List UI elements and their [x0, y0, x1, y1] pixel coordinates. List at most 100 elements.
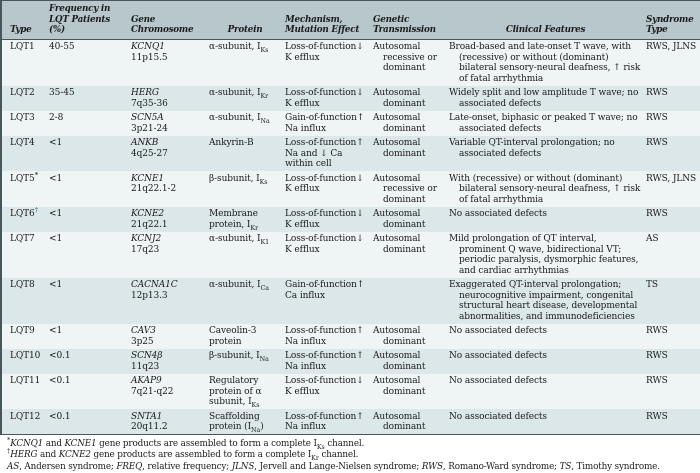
- cell-transmission: Autosomal recessive or dominant: [371, 171, 447, 207]
- cell-type: LQT5*: [1, 171, 47, 207]
- cell-frequency: <1: [47, 171, 129, 207]
- cell-syndrome: RWS: [644, 349, 700, 374]
- cell-clinical-features: Late-onset, biphasic or peaked T wave; n…: [447, 111, 644, 136]
- cell-mechanism: Loss-of-function↑Na influx: [283, 349, 371, 374]
- cell-protein: Regulatory protein of α subunit, IKs: [207, 374, 283, 410]
- cell-mechanism: Loss-of-function↓K efflux: [283, 374, 371, 410]
- cell-syndrome: RWS: [644, 86, 700, 111]
- cell-mechanism: Loss-of-function↓K efflux: [283, 39, 371, 86]
- cell-protein: α-subunit, IK1: [207, 232, 283, 278]
- cell-frequency: 2-8: [47, 111, 129, 136]
- cell-transmission: Autosomal dominant: [371, 349, 447, 374]
- cell-type: LQT11: [1, 374, 47, 410]
- cell-syndrome: RWS: [644, 207, 700, 232]
- cell-protein: β-subunit, IKs: [207, 171, 283, 207]
- col-header-mechanism: Mechanism,Mutation Effect: [283, 1, 371, 40]
- cell-mechanism: Loss-of-function↓K efflux: [283, 207, 371, 232]
- cell-protein: Scaffolding protein (INa): [207, 409, 283, 435]
- cell-type: LQT3: [1, 111, 47, 136]
- cell-type: LQT6†: [1, 207, 47, 232]
- cell-protein: α-subunit, IKr: [207, 86, 283, 111]
- cell-syndrome: RWS, JLNS: [644, 39, 700, 86]
- cell-syndrome: RWS, JLNS: [644, 171, 700, 207]
- cell-syndrome: RWS: [644, 374, 700, 410]
- cell-frequency: <0.1: [47, 349, 129, 374]
- cell-transmission: Autosomal recessive or dominant: [371, 39, 447, 86]
- cell-transmission: Autosomal dominant: [371, 207, 447, 232]
- cell-clinical-features: No associated defects: [447, 374, 644, 410]
- cell-clinical-features: Variable QT-interval prolongation; no as…: [447, 136, 644, 172]
- cell-clinical-features: No associated defects: [447, 207, 644, 232]
- cell-mechanism: Loss-of-function↓K efflux: [283, 86, 371, 111]
- cell-frequency: <1: [47, 232, 129, 278]
- cell-type: LQT10: [1, 349, 47, 374]
- cell-type: LQT8: [1, 278, 47, 324]
- cell-frequency: <1: [47, 207, 129, 232]
- cell-clinical-features: Mild prolongation of QT interval, promin…: [447, 232, 644, 278]
- cell-protein: α-subunit, IKs: [207, 39, 283, 86]
- cell-transmission: Autosomal dominant: [371, 409, 447, 435]
- cell-frequency: <0.1: [47, 409, 129, 435]
- cell-transmission: Autosomal dominant: [371, 232, 447, 278]
- cell-syndrome: RWS: [644, 409, 700, 435]
- col-header-protein: Protein: [207, 1, 283, 40]
- cell-frequency: <1: [47, 278, 129, 324]
- cell-transmission: Autosomal dominant: [371, 111, 447, 136]
- cell-protein: Membrane protein, IKr: [207, 207, 283, 232]
- cell-mechanism: Loss-of-function↓K efflux: [283, 171, 371, 207]
- cell-transmission: [371, 278, 447, 324]
- footnote: *KCNQ1 and KCNE1 gene products are assem…: [7, 439, 696, 451]
- cell-type: LQT7: [1, 232, 47, 278]
- cell-protein: α-subunit, ICa: [207, 278, 283, 324]
- cell-type: LQT12: [1, 409, 47, 435]
- cell-frequency: 35-45: [47, 86, 129, 111]
- footnote: †HERG and KCNE2 gene products are assemb…: [7, 450, 696, 462]
- cell-clinical-features: Broad-based and late-onset T wave, with …: [447, 39, 644, 86]
- cell-type: LQT4: [1, 136, 47, 172]
- cell-mechanism: Loss-of-function↑Na influx: [283, 409, 371, 435]
- cell-type: LQT2: [1, 86, 47, 111]
- cell-clinical-features: No associated defects: [447, 324, 644, 349]
- cell-frequency: 40-55: [47, 39, 129, 86]
- cell-transmission: Autosomal dominant: [371, 136, 447, 172]
- cell-mechanism: Loss-of-function↓K efflux: [283, 232, 371, 278]
- col-header-clinical-features: Clinical Features: [447, 1, 644, 40]
- cell-protein: β-subunit, INa: [207, 349, 283, 374]
- cell-type: LQT1: [1, 39, 47, 86]
- cell-frequency: <1: [47, 136, 129, 172]
- cell-syndrome: RWS: [644, 136, 700, 172]
- cell-protein: α-subunit, INa: [207, 111, 283, 136]
